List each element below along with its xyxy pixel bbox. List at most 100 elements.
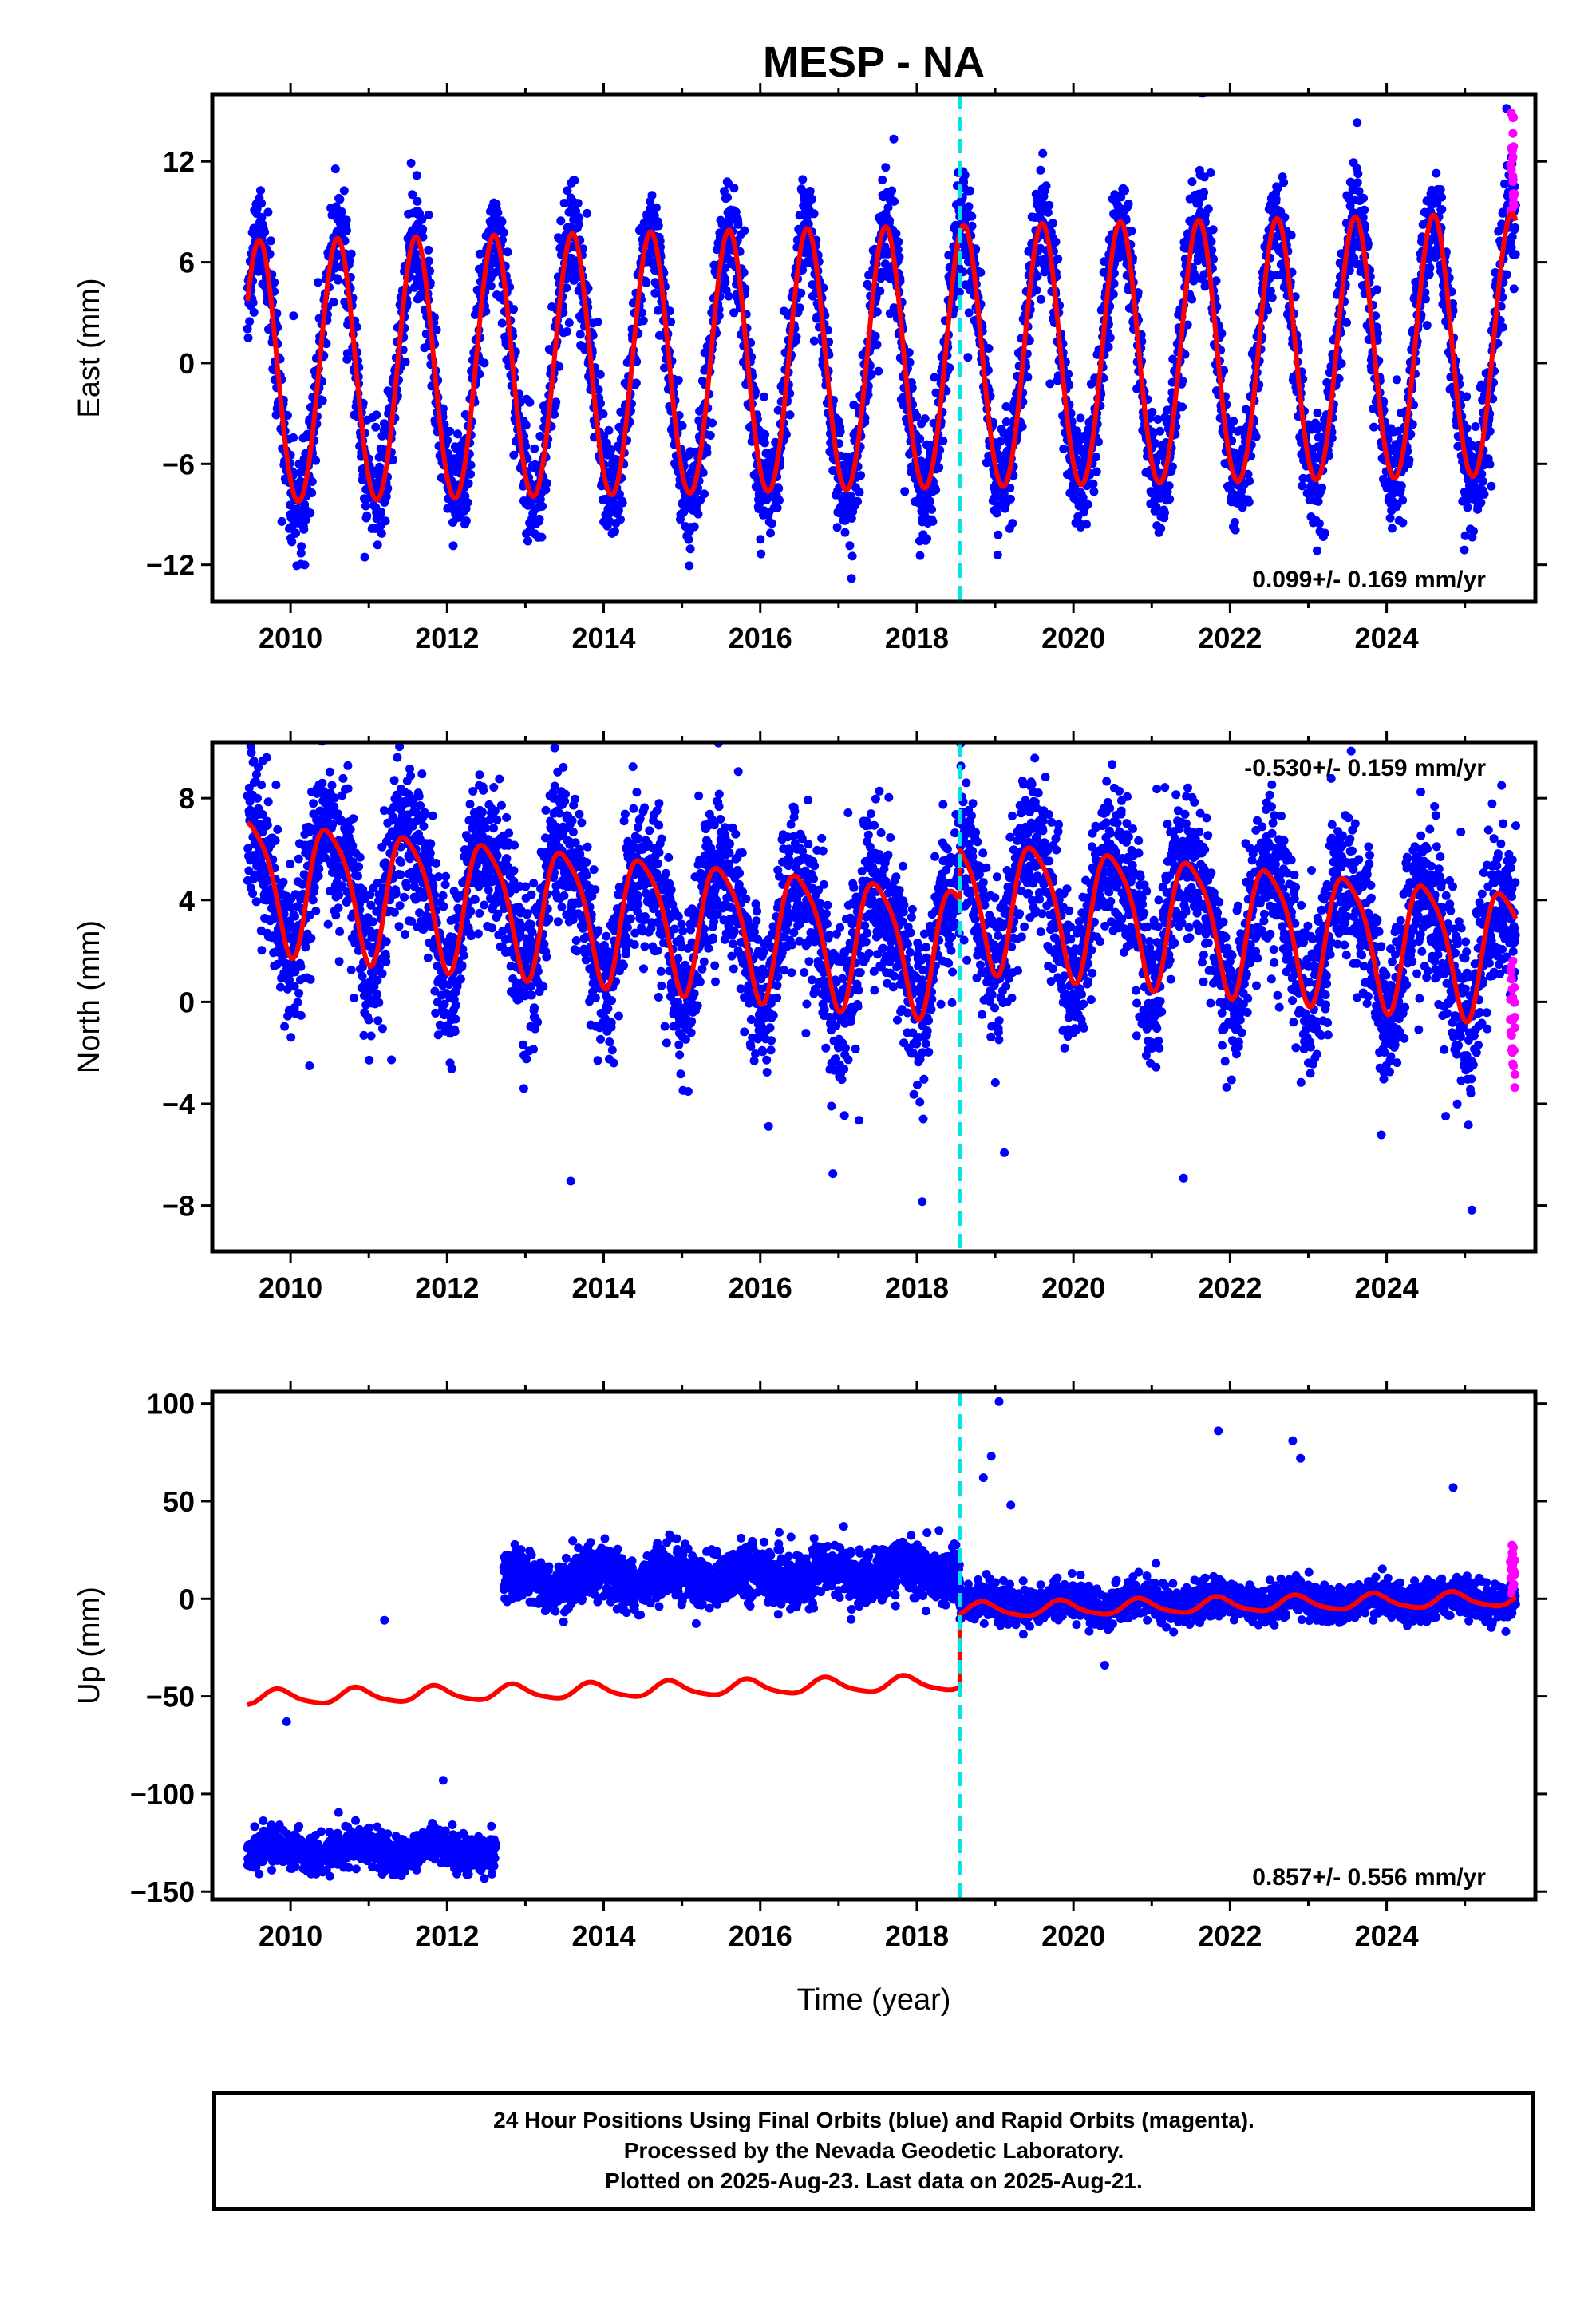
data-point [599,432,609,441]
data-point [401,358,410,366]
data-point [654,221,663,231]
data-point [542,479,551,488]
data-point [1353,178,1362,188]
data-point [805,187,815,196]
data-point [497,217,507,227]
data-point [960,170,970,180]
data-point [406,158,416,168]
data-point [1320,528,1329,538]
data-point [1337,359,1346,368]
data-point [594,385,603,394]
data-point [1360,205,1369,215]
data-point [875,287,885,296]
data-point [1388,524,1396,533]
data-point [654,330,664,340]
data-point [1199,188,1209,197]
data-point [551,397,561,407]
data-point [1359,193,1368,203]
data-point [1037,294,1045,304]
data-point [530,444,539,453]
data-point [307,488,317,497]
data-point [373,540,382,550]
data-point [314,278,322,287]
data-point [1396,481,1406,491]
data-point [1422,321,1432,330]
data-point [509,305,518,314]
data-point [912,412,922,421]
data-point [760,438,769,448]
data-point [1045,379,1055,389]
data-point [832,523,842,532]
data-point [413,196,422,206]
data-point [573,199,583,208]
data-point [424,256,433,266]
data-point [760,392,768,401]
data-point [563,327,572,336]
data-point [260,227,270,237]
data-point [256,186,265,196]
data-point [614,489,624,499]
data-point [575,330,585,339]
data-point [773,405,783,415]
data-point [1083,500,1092,509]
data-point [847,574,856,583]
data-point [277,516,286,526]
data-point [271,410,281,420]
data-point [243,324,252,334]
data-point [257,199,267,208]
data-point [689,522,699,532]
data-point [377,507,385,516]
data-point [1187,294,1197,304]
data-point [809,336,819,346]
data-point [329,298,338,307]
data-point [637,308,646,318]
data-point [1267,293,1277,302]
data-point [335,195,345,204]
data-point [555,362,564,371]
data-point [1152,502,1161,512]
data-point [1437,205,1447,214]
data-point [369,469,379,479]
data-point [1160,508,1169,517]
data-point [700,489,709,499]
data-point [1094,437,1103,447]
data-point [1108,290,1118,299]
data-point [1187,177,1197,187]
data-point [702,448,712,457]
data-point [345,256,354,266]
data-point [721,263,730,273]
data-point [1298,481,1307,491]
data-point [270,278,279,287]
data-point [463,498,472,508]
data-point [245,317,255,326]
data-point [798,175,808,184]
data-point [1369,422,1379,432]
data-point [1404,456,1414,464]
data-point [342,226,351,235]
data-point [1178,402,1187,412]
data-point [920,414,930,424]
data-point [1127,227,1136,235]
data-point [1032,286,1041,294]
data-point [595,370,605,379]
data-point [785,410,795,420]
data-point [480,358,489,368]
data-point [772,503,782,512]
data-point [891,229,901,239]
data-point [342,215,351,225]
data-point [774,484,784,493]
data-point [666,317,676,326]
data-point [760,429,770,439]
data-point [1317,483,1327,492]
data-point [408,190,417,200]
data-point [562,283,571,293]
data-point [521,421,531,430]
data-point [334,275,342,285]
data-point [263,207,273,217]
data-point [509,450,519,460]
data-point [724,291,733,301]
data-point [265,249,275,259]
data-point [604,425,614,435]
plot-area-east [243,94,1520,602]
data-point [698,468,708,477]
